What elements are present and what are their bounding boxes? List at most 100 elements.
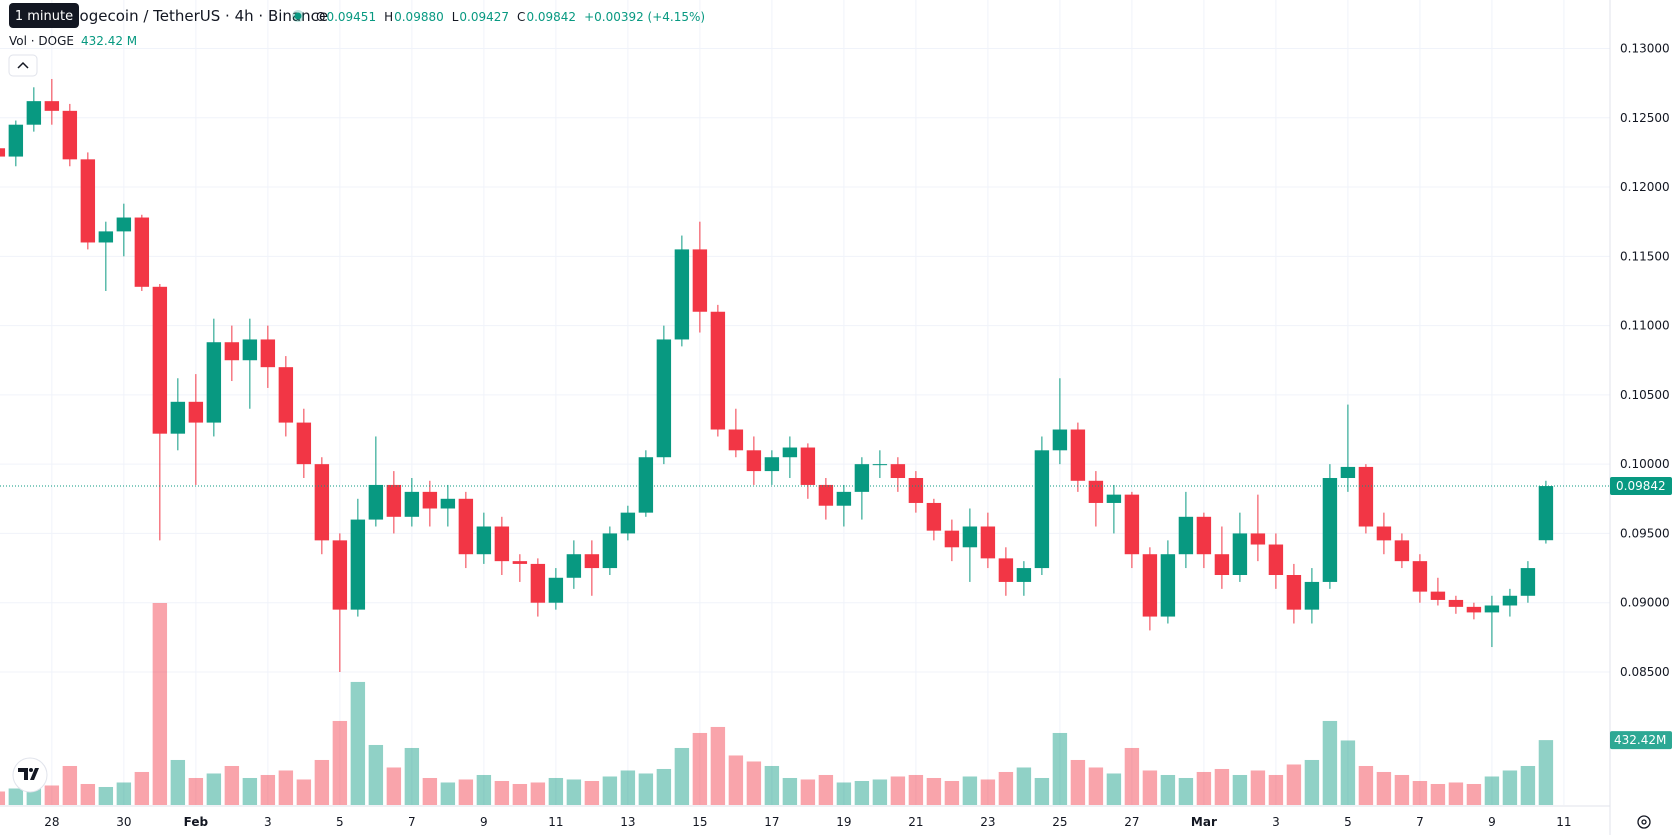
volume-bar xyxy=(962,776,978,805)
candle-body xyxy=(1484,605,1500,613)
volume-bar xyxy=(152,603,168,805)
volume-bar xyxy=(530,782,546,805)
candle-body xyxy=(944,530,960,548)
candle-body xyxy=(926,502,942,531)
candle-body xyxy=(1286,575,1302,610)
volume-bar xyxy=(476,774,492,805)
x-tick-label: 15 xyxy=(692,815,707,829)
volume-bar xyxy=(386,767,402,805)
volume-bar xyxy=(1286,764,1302,805)
candle-body xyxy=(98,231,114,243)
volume-bar xyxy=(314,759,330,805)
volume-tag-label: 432.42M xyxy=(1614,733,1666,747)
candle-body xyxy=(962,526,978,548)
candle-body xyxy=(1448,599,1464,607)
candle-body xyxy=(1160,554,1176,617)
x-tick-label: 27 xyxy=(1124,815,1139,829)
candle-body xyxy=(674,249,690,340)
volume-value: 432.42 M xyxy=(81,34,137,48)
logo-circle xyxy=(12,757,48,793)
change: +0.00392 (+4.15%) xyxy=(584,10,705,24)
x-tick-label: 11 xyxy=(1556,815,1571,829)
candle-body xyxy=(638,457,654,513)
candle-body xyxy=(404,491,420,517)
candle-body xyxy=(350,519,366,610)
candle-body xyxy=(872,464,888,466)
y-tick-label: 0.09500 xyxy=(1620,526,1670,540)
volume-bar xyxy=(188,777,204,805)
collapse-button[interactable] xyxy=(8,54,38,77)
volume-bar xyxy=(854,780,870,805)
candle-body xyxy=(782,447,798,458)
candle-body xyxy=(656,339,672,458)
candle-body xyxy=(1430,591,1446,600)
candle-body xyxy=(998,558,1014,582)
volume-bar xyxy=(818,774,834,805)
volume-bar xyxy=(692,732,708,805)
candle-body xyxy=(422,491,438,509)
volume-bar xyxy=(1034,777,1050,805)
volume-bar xyxy=(764,765,780,805)
x-tick-label: 9 xyxy=(480,815,488,829)
x-tick-label: 28 xyxy=(44,815,59,829)
volume-bar xyxy=(620,770,636,805)
candle-body xyxy=(476,526,492,555)
x-tick-label: 3 xyxy=(1272,815,1280,829)
volume-bar xyxy=(1412,780,1428,805)
gear[interactable] xyxy=(1637,815,1651,829)
volume-bar xyxy=(1016,767,1032,805)
candle-body xyxy=(1394,540,1410,562)
volume-bar xyxy=(1502,770,1518,805)
volume-bar xyxy=(260,774,276,805)
volume-bar xyxy=(206,773,222,805)
candle-body xyxy=(836,491,852,506)
y-tick-label: 0.11000 xyxy=(1620,319,1670,333)
volume-bar xyxy=(1268,774,1284,805)
volume-bar xyxy=(278,770,294,805)
volume-bar xyxy=(728,755,744,805)
x-tick-label: 25 xyxy=(1052,815,1067,829)
candle-body xyxy=(44,101,60,111)
logo-mark xyxy=(18,768,39,780)
gear-center xyxy=(1641,819,1647,825)
candle-body xyxy=(1412,561,1428,592)
candle-body xyxy=(728,429,744,451)
x-tick-label: 30 xyxy=(116,815,131,829)
volume-bar xyxy=(1160,774,1176,805)
volume-bar xyxy=(1340,740,1356,805)
candle-body xyxy=(224,342,240,361)
volume-bar xyxy=(1214,768,1230,805)
candle-body xyxy=(854,464,870,492)
volume-bar xyxy=(1196,771,1212,805)
legend-key: H xyxy=(384,10,393,24)
volume-bar xyxy=(512,783,528,805)
candle-body xyxy=(170,401,186,434)
candle-body xyxy=(1520,568,1536,596)
volume-title: Vol · DOGE xyxy=(9,34,74,48)
candle-body xyxy=(440,498,456,509)
volume-bar xyxy=(1394,774,1410,805)
candle-body xyxy=(1124,494,1140,555)
y-tick-label: 0.12000 xyxy=(1620,180,1670,194)
candle-body xyxy=(1178,516,1194,555)
volume-bar xyxy=(1178,777,1194,805)
volume-bar xyxy=(224,765,240,805)
volume-bar xyxy=(62,765,78,805)
candle-body xyxy=(260,339,276,368)
candle-body xyxy=(1106,494,1122,503)
candle-body xyxy=(908,478,924,503)
y-tick-label: 0.11500 xyxy=(1620,249,1670,263)
x-tick-label: 11 xyxy=(548,815,563,829)
volume-bar xyxy=(1232,774,1248,805)
volume-bar xyxy=(926,777,942,805)
volume-bar xyxy=(1466,783,1482,805)
settings-icon[interactable] xyxy=(1637,815,1651,829)
volume-bar xyxy=(1376,771,1392,805)
candle-body xyxy=(1214,554,1230,575)
y-tick-label: 0.10500 xyxy=(1620,388,1670,402)
volume-bar xyxy=(584,780,600,805)
candle-body xyxy=(116,217,132,232)
candle-body xyxy=(620,512,636,534)
volume-tag xyxy=(1610,731,1672,750)
